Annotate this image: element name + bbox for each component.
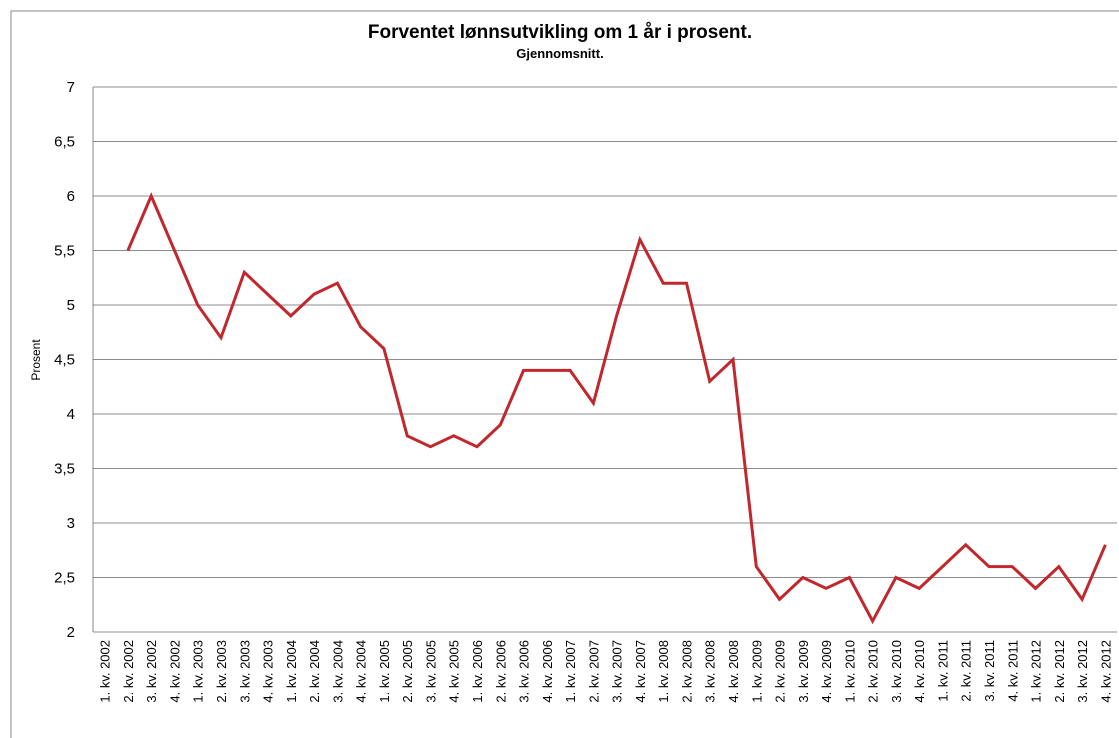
y-axis-label: Prosent (29, 339, 43, 381)
y-tick-label: 5,5 (54, 243, 75, 260)
chart-title: Forventet lønnsutvikling om 1 år i prose… (368, 22, 752, 43)
x-tick-label: 3. kv. 2008 (703, 640, 718, 703)
x-tick-label: 4. kv. 2012 (1098, 640, 1113, 703)
x-tick-label: 4. kv. 2006 (540, 640, 555, 703)
x-tick-label: 1. kv. 2004 (284, 640, 299, 703)
x-tick-label: 3. kv. 2012 (1075, 640, 1090, 703)
x-tick-label: 1. kv. 2002 (98, 640, 113, 703)
x-tick-label: 2. kv. 2004 (307, 640, 322, 703)
y-tick-label: 5 (67, 297, 75, 314)
x-tick-label: 4. kv. 2011 (1005, 640, 1020, 702)
x-tick-label: 4. kv. 2007 (633, 640, 648, 703)
x-tick-label: 2. kv. 2003 (214, 640, 229, 703)
x-tick-label: 2. kv. 2009 (773, 640, 788, 703)
y-tick-label: 4 (67, 406, 75, 423)
x-tick-label: 4. kv. 2002 (167, 640, 182, 703)
x-tick-label: 2. kv. 2002 (121, 640, 136, 703)
x-tick-label: 2. kv. 2008 (679, 640, 694, 703)
x-tick-label: 1. kv. 2009 (749, 640, 764, 703)
x-tick-label: 1. kv. 2012 (1029, 640, 1044, 703)
y-tick-label: 2 (67, 624, 75, 641)
x-tick-label: 1. kv. 2003 (191, 640, 206, 703)
x-tick-label: 1. kv. 2005 (377, 640, 392, 703)
x-tick-label: 3. kv. 2011 (982, 640, 997, 702)
x-tick-label: 1. kv. 2007 (563, 640, 578, 703)
x-tick-label: 2. kv. 2011 (959, 640, 974, 702)
x-tick-label: 3. kv. 2009 (796, 640, 811, 703)
x-tick-label: 4. kv. 2004 (354, 640, 369, 703)
y-tick-label: 7 (67, 79, 75, 96)
x-tick-label: 4. kv. 2003 (261, 640, 276, 703)
chart-subtitle: Gjennomsnitt. (516, 46, 603, 61)
y-tick-label: 6,5 (54, 134, 75, 151)
x-tick-label: 2. kv. 2012 (1052, 640, 1067, 703)
x-tick-label: 4. kv. 2008 (726, 640, 741, 703)
x-tick-label: 2. kv. 2005 (400, 640, 415, 703)
x-tick-label: 1. kv. 2010 (842, 640, 857, 703)
x-tick-label: 3. kv. 2002 (144, 640, 159, 703)
y-tick-label: 6 (67, 188, 75, 205)
x-tick-label: 2. kv. 2007 (586, 640, 601, 703)
y-tick-label: 3 (67, 515, 75, 532)
y-tick-label: 4,5 (54, 352, 75, 369)
y-tick-label: 3,5 (54, 461, 75, 478)
x-tick-label: 1. kv. 2006 (470, 640, 485, 703)
y-tick-label: 2,5 (54, 570, 75, 587)
chart-frame (10, 10, 1119, 738)
x-tick-label: 3. kv. 2006 (517, 640, 532, 703)
x-tick-label: 3. kv. 2007 (610, 640, 625, 703)
x-tick-label: 1. kv. 2011 (935, 640, 950, 702)
x-tick-label: 3. kv. 2004 (330, 640, 345, 703)
x-tick-label: 4. kv. 2009 (819, 640, 834, 703)
x-tick-label: 2. kv. 2010 (866, 640, 881, 703)
data-line (126, 192, 1107, 625)
x-tick-label: 2. kv. 2006 (493, 640, 508, 703)
x-tick-label: 4. kv. 2010 (912, 640, 927, 703)
x-tick-label: 1. kv. 2008 (656, 640, 671, 703)
x-tick-label: 3. kv. 2003 (237, 640, 252, 703)
x-tick-label: 3. kv. 2010 (889, 640, 904, 703)
x-tick-label: 4. kv. 2005 (447, 640, 462, 703)
x-tick-label: 3. kv. 2005 (423, 640, 438, 703)
